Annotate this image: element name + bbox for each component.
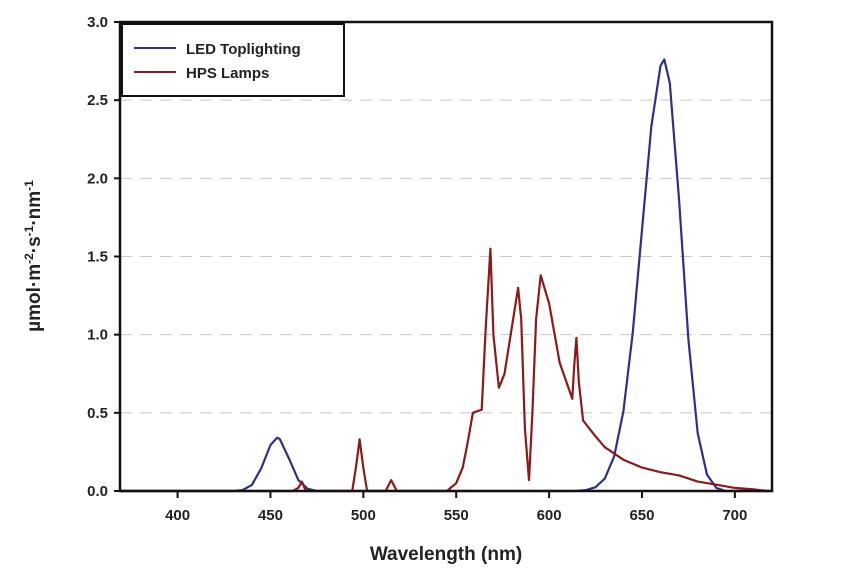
gridlines [120,99,772,414]
x-tick-label: 700 [722,507,747,524]
series-lines [120,58,772,493]
x-axis-label: Wavelength (nm) [370,544,522,565]
x-tick-label: 500 [351,507,376,524]
y-tick-label: 1.0 [87,327,108,344]
y-tick-label: 0.5 [87,405,108,422]
y-tick-label: 0.0 [87,483,108,500]
legend-label-hps: HPS Lamps [186,65,269,82]
series-line-hps-lamps [120,247,769,493]
x-tick-label: 400 [165,507,190,524]
x-tick-label: 550 [444,507,469,524]
y-tick-label: 2.0 [87,170,108,187]
legend-box [121,23,345,97]
y-axis: 0.0 0.5 1.0 1.5 2.0 2.5 3.0 [87,14,120,500]
x-tick-label: 650 [629,507,654,524]
x-axis: 400 450 500 550 600 650 700 [165,491,747,524]
x-tick-label: 450 [258,507,283,524]
x-tick-label: 600 [537,507,562,524]
legend: LED Toplighting HPS Lamps [121,23,345,97]
y-axis-label: µmol·m-2·s-1·nm-1 [22,180,45,332]
series-line-led-toplighting [120,58,772,493]
y-tick-label: 2.5 [87,92,108,109]
y-tick-label: 3.0 [87,14,108,31]
legend-label-led: LED Toplighting [186,41,301,58]
y-tick-label: 1.5 [87,249,108,266]
